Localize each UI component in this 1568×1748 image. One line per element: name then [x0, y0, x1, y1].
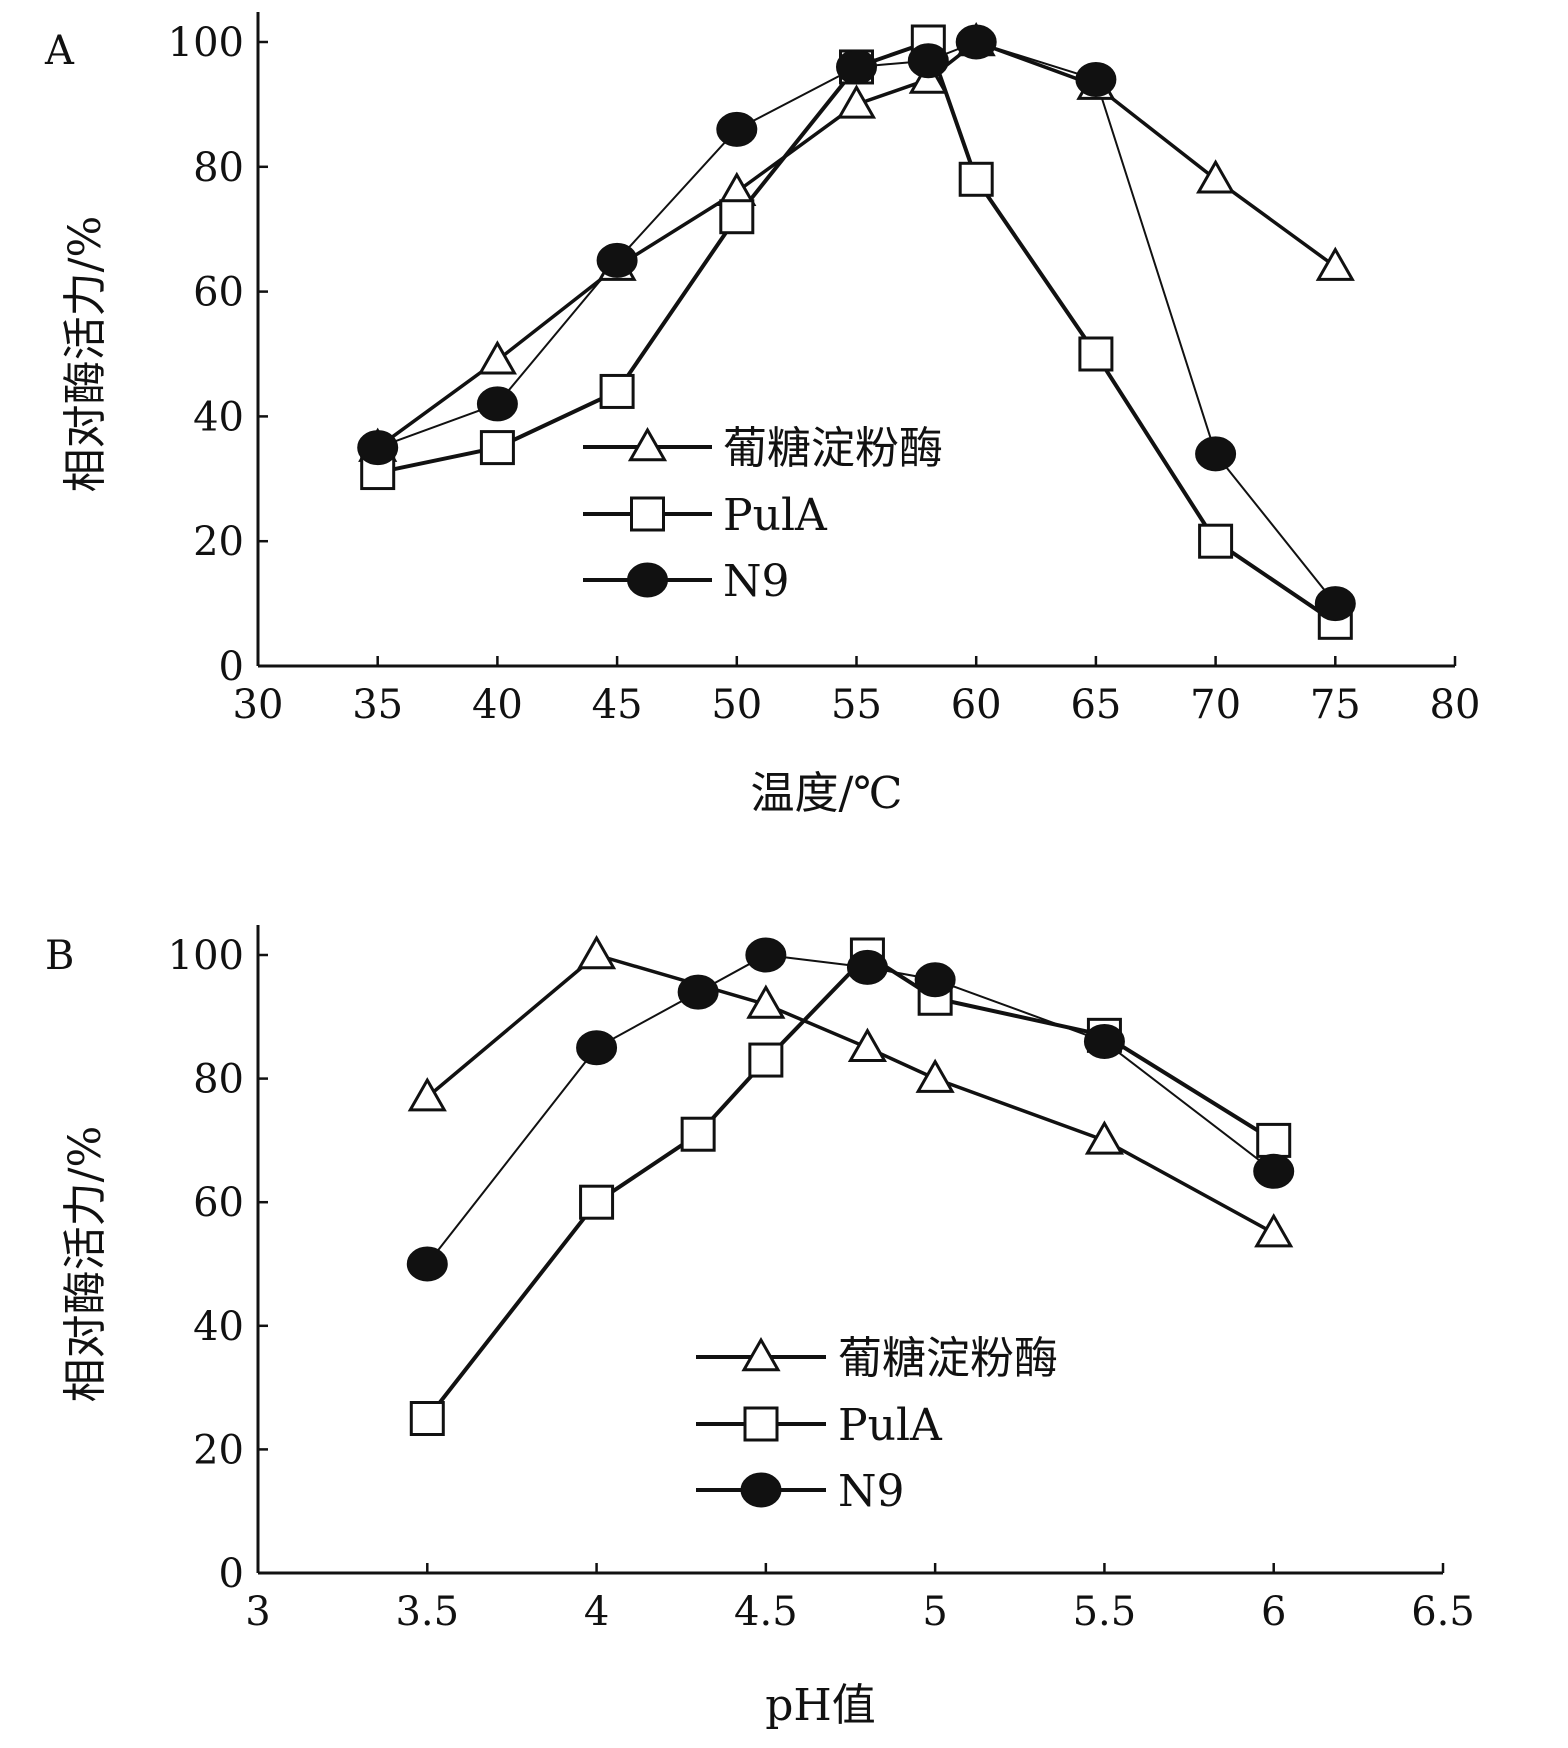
data-point-circle-b — [914, 962, 956, 998]
x-tick-label-a: 55 — [831, 682, 882, 728]
data-point-square-b — [579, 1184, 615, 1220]
legend-label-triangle: 葡糖淀粉酶 — [838, 1333, 1058, 1384]
data-point-circle-a — [1075, 61, 1117, 97]
y-tick-label-b: 100 — [168, 933, 244, 979]
data-point-triangle-b — [1254, 1213, 1294, 1248]
legend-a: 葡糖淀粉酶 PulA N9 — [583, 423, 943, 607]
chart-a-temperature: A 30 35 40 45 50 55 60 65 70 75 80 0 20 40 60 80 100 温度/℃ 相… — [44, 12, 1480, 819]
data-point-circle-a — [836, 49, 877, 85]
data-point-triangle-b — [746, 984, 786, 1019]
legend-marker-triangle — [741, 1336, 781, 1372]
data-point-square-a — [479, 430, 515, 466]
legend-label-circle: N9 — [838, 1466, 905, 1517]
x-tick-label-b: 5 — [922, 1589, 947, 1635]
legend-marker-circle — [740, 1472, 782, 1508]
data-point-square-a — [1198, 523, 1234, 559]
data-point-square-b — [409, 1401, 445, 1436]
data-point-circle-b — [677, 974, 719, 1010]
x-tick-label-a: 35 — [352, 682, 403, 728]
data-point-triangle-b — [847, 1027, 888, 1062]
legend-marker-circle — [627, 562, 668, 598]
panel-label-a: A — [44, 28, 75, 74]
data-point-triangle-b — [576, 934, 617, 970]
data-point-circle-b — [846, 949, 888, 985]
data-point-circle-a — [1195, 436, 1237, 472]
data-point-circle-a — [716, 111, 758, 147]
x-tick-label-a: 50 — [711, 682, 762, 728]
data-point-triangle-a — [836, 84, 877, 119]
y-tick-label-a: 80 — [193, 145, 244, 191]
data-point-square-b — [680, 1116, 716, 1152]
x-tick-label-a: 70 — [1190, 682, 1241, 728]
data-point-triangle-b — [915, 1058, 955, 1093]
legend-label-square: PulA — [838, 1400, 943, 1451]
data-point-circle-a — [476, 386, 518, 422]
legend-label-triangle: 葡糖淀粉酶 — [723, 423, 943, 474]
y-tick-label-b: 40 — [193, 1304, 244, 1350]
series-line-triangle-b — [426, 953, 1275, 1235]
y-tick-label-a: 0 — [219, 644, 244, 690]
y-tick-label-b: 60 — [193, 1180, 244, 1226]
x-tick-label-b: 6.5 — [1411, 1589, 1475, 1635]
chart-b-ph: B 3 3.5 4 4.5 5 5.5 6 6.5 0 20 40 60 80 100 pH值 相对酶活力/% 葡… — [45, 925, 1475, 1731]
legend-b: 葡糖淀粉酶 PulA N9 — [696, 1333, 1058, 1517]
data-point-circle-b — [576, 1030, 618, 1066]
x-tick-label-b: 4.5 — [734, 1589, 798, 1635]
series-line-triangle-a — [376, 40, 1337, 450]
data-point-triangle-b — [407, 1077, 447, 1112]
data-point-circle-b — [1083, 1024, 1125, 1060]
series-line-circle-a — [377, 41, 1337, 605]
y-axis-label-a: 相对酶活力/% — [60, 216, 111, 493]
x-axis-label-a: 温度/℃ — [750, 768, 902, 819]
panel-label-b: B — [45, 933, 74, 979]
x-tick-label-b: 3 — [245, 1589, 270, 1635]
data-point-triangle-a — [1315, 246, 1355, 281]
y-tick-label-b: 20 — [193, 1427, 244, 1473]
x-tick-label-a: 40 — [472, 682, 523, 728]
data-point-square-a — [599, 373, 635, 409]
data-point-circle-b — [406, 1246, 448, 1282]
data-point-square-a — [719, 199, 755, 235]
legend-label-circle: N9 — [723, 556, 790, 607]
y-tick-label-a: 20 — [193, 519, 244, 565]
data-point-circle-a — [1314, 586, 1356, 622]
x-tick-label-a: 60 — [951, 682, 1002, 728]
data-point-triangle-a — [477, 340, 517, 375]
y-tick-label-a: 100 — [168, 20, 244, 66]
data-point-triangle-b — [1084, 1120, 1125, 1155]
x-axis-label-b: pH值 — [765, 1680, 876, 1731]
data-point-circle-a — [907, 43, 949, 79]
legend-label-square: PulA — [723, 490, 828, 541]
x-tick-label-a: 30 — [233, 682, 284, 728]
y-tick-label-a: 40 — [193, 394, 244, 440]
y-tick-label-b: 0 — [219, 1551, 244, 1597]
legend-marker-triangle — [627, 426, 668, 462]
y-axis-label-b: 相对酶活力/% — [60, 1126, 111, 1403]
x-tick-label-b: 3.5 — [395, 1589, 459, 1635]
data-point-circle-b — [745, 937, 787, 973]
x-tick-label-b: 5.5 — [1073, 1589, 1137, 1635]
data-point-square-b — [748, 1042, 784, 1078]
y-tick-label-b: 80 — [193, 1057, 244, 1103]
data-point-triangle-a — [1196, 159, 1236, 194]
series-line-square-a — [377, 40, 1337, 624]
data-point-circle-a — [955, 24, 997, 60]
x-tick-label-a: 65 — [1070, 682, 1121, 728]
data-point-circle-a — [596, 242, 638, 278]
x-tick-label-a: 80 — [1430, 682, 1481, 728]
data-point-circle-b — [1253, 1153, 1295, 1189]
x-tick-label-a: 75 — [1310, 682, 1361, 728]
x-tick-label-b: 6 — [1261, 1589, 1286, 1635]
data-point-circle-a — [357, 430, 399, 466]
x-tick-label-a: 45 — [592, 682, 643, 728]
data-point-square-a — [1078, 336, 1114, 372]
data-point-square-a — [958, 161, 994, 197]
y-tick-label-a: 60 — [193, 270, 244, 316]
data-point-square-b — [1256, 1122, 1292, 1158]
legend-marker-square — [630, 496, 665, 532]
legend-marker-square — [743, 1406, 779, 1442]
series-line-circle-b — [426, 954, 1275, 1265]
x-tick-label-b: 4 — [584, 1589, 609, 1635]
